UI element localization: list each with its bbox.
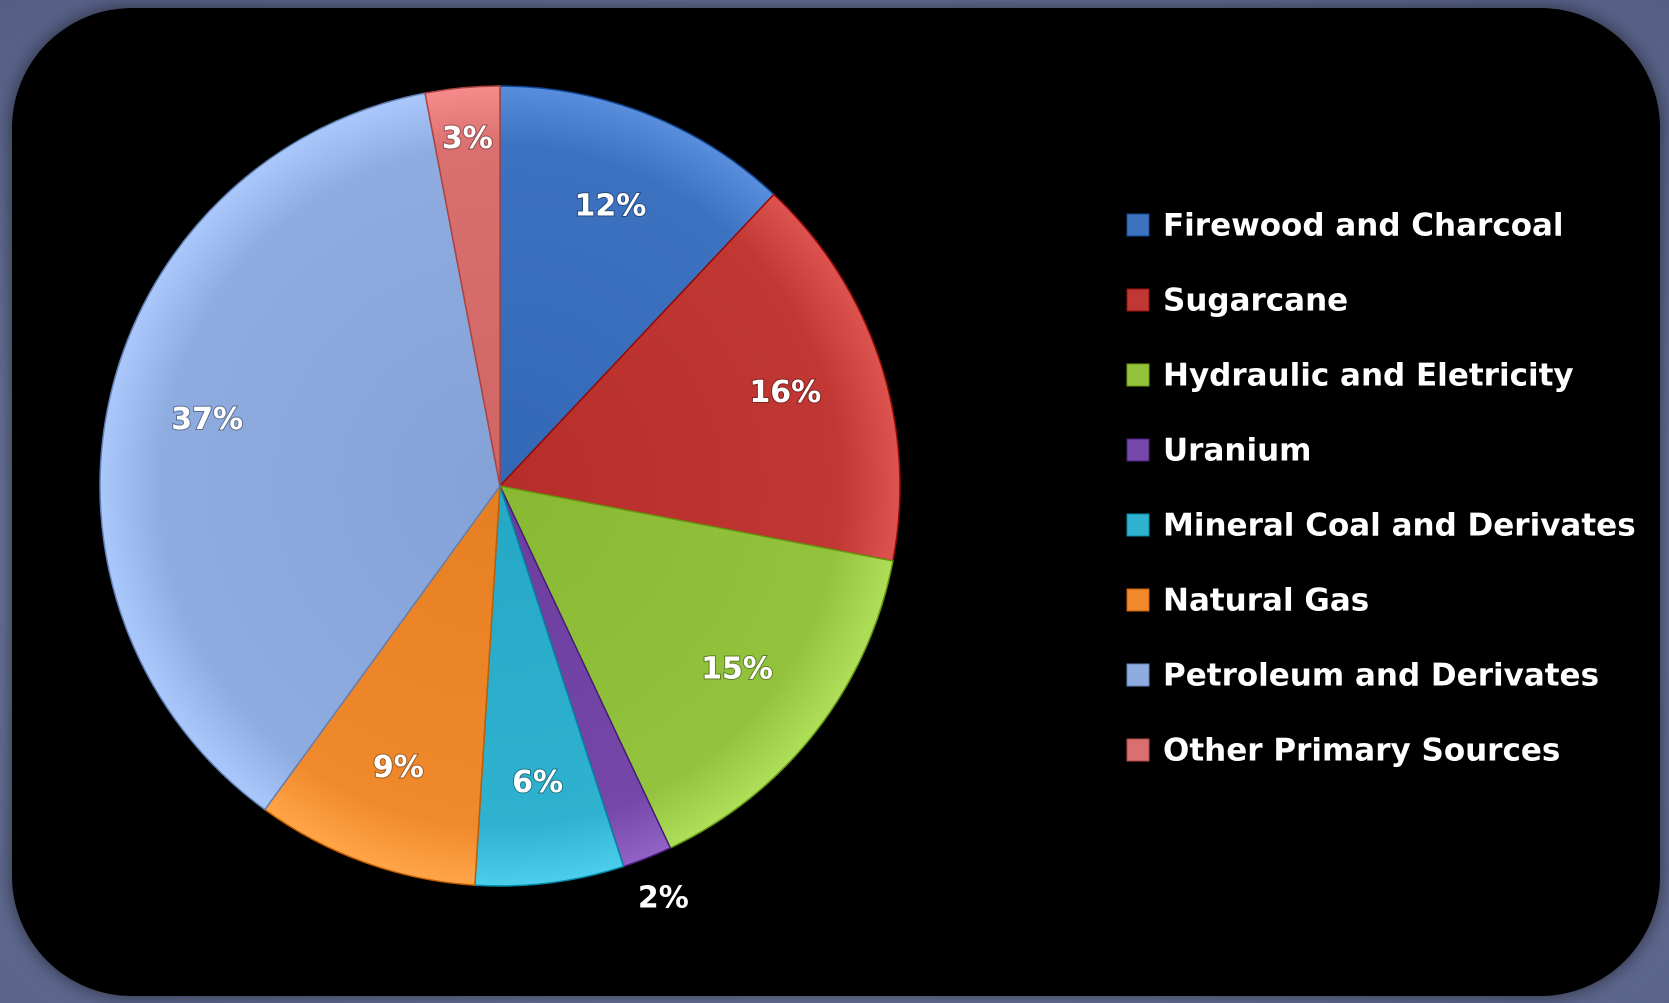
pie-slices: [99, 85, 901, 887]
legend-swatch-hydraulic-and-eletricity: [1126, 363, 1150, 387]
legend-swatch-uranium: [1126, 438, 1150, 462]
chart-panel: 12% 16% 15% 2% 6% 9% 37% 3% Firewood and Charco…: [12, 8, 1660, 996]
legend-label-natural-gas: Natural Gas: [1163, 583, 1369, 619]
pie-chart: 12% 16% 15% 2% 6% 9% 37% 3% Firewood and Charco…: [99, 85, 1636, 916]
legend-label-hydraulic-and-eletricity: Hydraulic and Eletricity: [1163, 358, 1574, 394]
legend-swatch-firewood-and-charcoal: [1126, 213, 1150, 237]
slice-labels: 12% 16% 15% 2% 6% 9% 37% 3%: [170, 120, 822, 916]
legend-label-other-primary-sources: Other Primary Sources: [1163, 733, 1560, 769]
slice-label-mineral-coal-and-derivates: 6%: [512, 765, 563, 800]
legend-swatch-sugarcane: [1126, 288, 1150, 312]
pie-slice-petroleum-and-derivates: [99, 92, 501, 811]
legend-label-petroleum-and-derivates: Petroleum and Derivates: [1163, 658, 1599, 694]
slice-label-natural-gas: 9%: [373, 750, 424, 785]
slice-label-petroleum-and-derivates: 37%: [171, 402, 243, 437]
legend-label-sugarcane: Sugarcane: [1163, 283, 1348, 319]
legend-swatch-other-primary-sources: [1126, 738, 1150, 762]
slice-label-firewood-and-charcoal: 12%: [574, 189, 646, 224]
slice-label-uranium: 2%: [638, 880, 689, 915]
pie-slice-mineral-coal-and-derivates: [474, 485, 625, 887]
legend-swatch-natural-gas: [1126, 588, 1150, 612]
legend-label-uranium: Uranium: [1163, 433, 1311, 469]
pie-slice-hydraulic-and-eletricity: [498, 484, 894, 849]
slice-label-hydraulic-and-eletricity: 15%: [701, 651, 773, 686]
pie-slice-sugarcane: [498, 193, 901, 562]
slice-label-sugarcane: 16%: [749, 375, 821, 410]
legend-swatch-petroleum-and-derivates: [1126, 663, 1150, 687]
pie-slice-other-primary-sources: [424, 85, 501, 487]
legend-label-mineral-coal-and-derivates: Mineral Coal and Derivates: [1163, 508, 1636, 544]
pie-slice-natural-gas: [263, 483, 501, 887]
legend-swatch-mineral-coal-and-derivates: [1126, 513, 1150, 537]
legend-label-firewood-and-charcoal: Firewood and Charcoal: [1163, 208, 1564, 244]
slice-label-other-primary-sources: 3%: [442, 121, 493, 156]
pie-slice-firewood-and-charcoal: [499, 85, 775, 488]
chart-legend: Firewood and Charcoal Sugarcane Hydraulic …: [1126, 208, 1636, 769]
